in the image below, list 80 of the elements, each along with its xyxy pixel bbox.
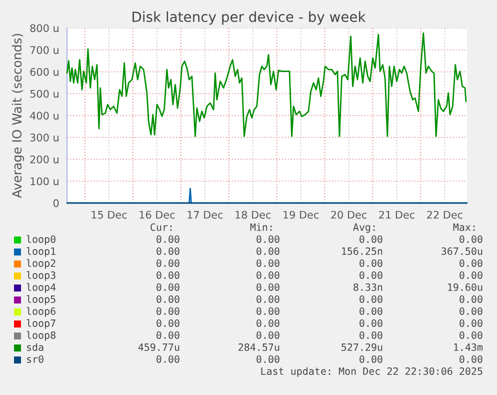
text: 0.00 bbox=[156, 355, 180, 363]
text: 527.29u bbox=[342, 343, 382, 351]
text: 0.00 bbox=[156, 235, 180, 243]
text: 0.00 bbox=[156, 307, 180, 315]
text: 0.00 bbox=[460, 307, 482, 315]
text: 0.00 bbox=[460, 259, 482, 267]
x-tick-label: 21 Dec bbox=[379, 210, 414, 219]
text: 0.00 bbox=[360, 319, 382, 327]
text: 156.25n bbox=[342, 247, 382, 255]
text: 0.00 bbox=[460, 319, 482, 327]
text: 0.00 bbox=[156, 283, 180, 291]
y-tick-label: 200 u bbox=[30, 155, 58, 164]
text: Min: bbox=[250, 223, 272, 231]
y-tick-label: 0 bbox=[53, 199, 59, 208]
x-tick-label: 20 Dec bbox=[331, 210, 366, 219]
text: 0.00 bbox=[156, 259, 180, 267]
text: 0.00 bbox=[460, 271, 482, 279]
text: 0.00 bbox=[256, 355, 280, 363]
legend-label: loop7 bbox=[26, 319, 56, 329]
x-tick-label: 22 Dec bbox=[427, 210, 462, 219]
legend-label: loop2 bbox=[26, 259, 56, 269]
text: 0.00 bbox=[360, 235, 382, 243]
y-tick-label: 500 u bbox=[30, 90, 58, 98]
legend-label: sr0 bbox=[27, 355, 44, 363]
legend-label: loop5 bbox=[26, 295, 56, 305]
y-tick-label: 700 u bbox=[30, 46, 58, 54]
y-tick-label: 100 u bbox=[30, 177, 58, 186]
text: 0.00 bbox=[256, 271, 280, 279]
y-tick-label: 600 u bbox=[30, 68, 58, 76]
text: 0.00 bbox=[460, 355, 482, 363]
text: 459.77u bbox=[138, 343, 180, 351]
y-tick-label: 400 u bbox=[30, 112, 58, 120]
chart-title: Disk latency per device - by week bbox=[132, 11, 366, 25]
text: 0.00 bbox=[156, 295, 180, 303]
text: 0.00 bbox=[460, 295, 482, 303]
line-series bbox=[66, 32, 467, 137]
text: 0.00 bbox=[256, 247, 280, 255]
text: 19.60u bbox=[448, 283, 482, 291]
text: 0.00 bbox=[156, 271, 180, 279]
text: 0.00 bbox=[256, 319, 280, 327]
text: 284.57u bbox=[238, 343, 280, 351]
text: 0.00 bbox=[256, 283, 280, 291]
text: 0.00 bbox=[360, 307, 382, 315]
y-axis-title: Average IO Wait (seconds) bbox=[12, 34, 24, 198]
legend-label: loop0 bbox=[26, 235, 56, 245]
x-tick-label: 16 Dec bbox=[140, 210, 175, 219]
text: 367.50u bbox=[442, 247, 482, 255]
text: 0.00 bbox=[156, 331, 180, 339]
legend-label: loop4 bbox=[26, 283, 56, 293]
text: Cur: bbox=[150, 223, 172, 231]
text: Max: bbox=[453, 223, 475, 231]
text: 0.00 bbox=[256, 295, 280, 303]
text: 0.00 bbox=[360, 331, 382, 339]
text: 0.00 bbox=[256, 307, 280, 315]
text: 0.00 bbox=[360, 295, 382, 303]
x-tick-label: 18 Dec bbox=[236, 210, 271, 219]
x-tick-label: 15 Dec bbox=[92, 210, 127, 219]
text: 0.00 bbox=[156, 247, 180, 255]
text: 0.00 bbox=[460, 331, 482, 339]
text: Last update: Mon Dec 22 22:30:06 2025 bbox=[261, 367, 482, 377]
legend-label: loop1 bbox=[26, 247, 56, 257]
text: 1.43m bbox=[454, 343, 483, 351]
y-tick-label: 300 u bbox=[30, 134, 58, 142]
legend-label: loop6 bbox=[26, 307, 56, 317]
x-tick-label: 17 Dec bbox=[188, 210, 223, 219]
legend-label: loop8 bbox=[26, 331, 56, 341]
y-tick-label: 800 u bbox=[30, 24, 58, 32]
text: 0.00 bbox=[360, 259, 382, 267]
text: 8.33n bbox=[354, 283, 382, 291]
text: 0.00 bbox=[360, 355, 382, 363]
text: 0.00 bbox=[156, 319, 180, 327]
text: Avg: bbox=[353, 223, 375, 233]
text: 0.00 bbox=[256, 331, 280, 339]
text: 0.00 bbox=[256, 235, 280, 243]
legend-label: loop3 bbox=[26, 271, 56, 281]
x-tick-label: 19 Dec bbox=[284, 210, 319, 219]
text: 0.00 bbox=[256, 259, 280, 267]
text: 0.00 bbox=[360, 271, 382, 279]
legend-label: sda bbox=[27, 343, 44, 351]
text: 0.00 bbox=[460, 235, 482, 243]
